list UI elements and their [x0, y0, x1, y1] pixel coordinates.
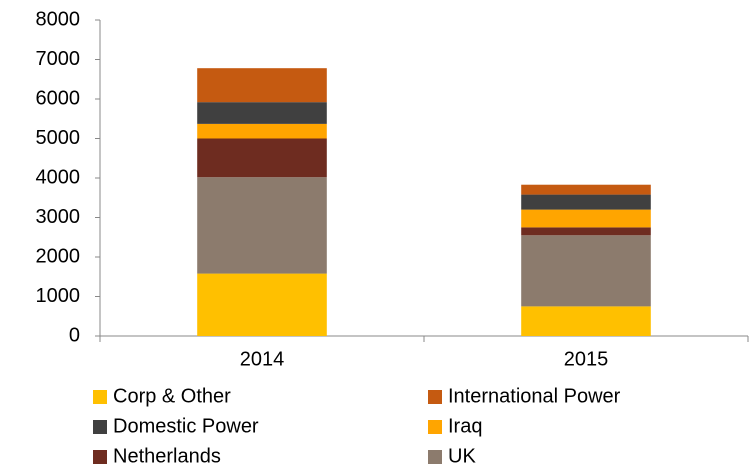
- bar-segment: [521, 235, 651, 307]
- y-tick-label: 6000: [36, 87, 81, 109]
- y-tick-label: 1000: [36, 285, 81, 307]
- bar-segment: [197, 102, 327, 124]
- legend-swatch: [428, 450, 442, 464]
- legend-label: Domestic Power: [113, 415, 259, 437]
- bar-segment: [521, 227, 651, 236]
- bar-segment: [521, 184, 651, 195]
- y-tick-label: 8000: [36, 8, 81, 30]
- legend-swatch: [93, 390, 107, 404]
- y-tick-label: 2000: [36, 245, 81, 267]
- legend-swatch: [93, 420, 107, 434]
- bar-segment: [521, 209, 651, 228]
- x-tick-label: 2014: [240, 348, 285, 370]
- y-tick-label: 0: [69, 324, 80, 346]
- bar-segment: [197, 138, 327, 178]
- y-tick-label: 3000: [36, 206, 81, 228]
- legend-swatch: [428, 420, 442, 434]
- bar-segment: [521, 194, 651, 210]
- bar-segment: [521, 306, 651, 336]
- legend-swatch: [93, 450, 107, 464]
- x-tick-label: 2015: [564, 348, 609, 370]
- y-tick-label: 4000: [36, 166, 81, 188]
- y-tick-label: 7000: [36, 48, 81, 70]
- bar-segment: [197, 177, 327, 274]
- bar-segment: [197, 68, 327, 103]
- y-tick-label: 5000: [36, 127, 81, 149]
- legend-label: Netherlands: [113, 445, 221, 467]
- bar-segment: [197, 273, 327, 336]
- legend-label: Iraq: [448, 415, 482, 437]
- legend-swatch: [428, 390, 442, 404]
- bar-segment: [197, 123, 327, 139]
- legend-label: Corp & Other: [113, 385, 231, 407]
- legend-label: International Power: [448, 385, 621, 407]
- legend-label: UK: [448, 445, 476, 467]
